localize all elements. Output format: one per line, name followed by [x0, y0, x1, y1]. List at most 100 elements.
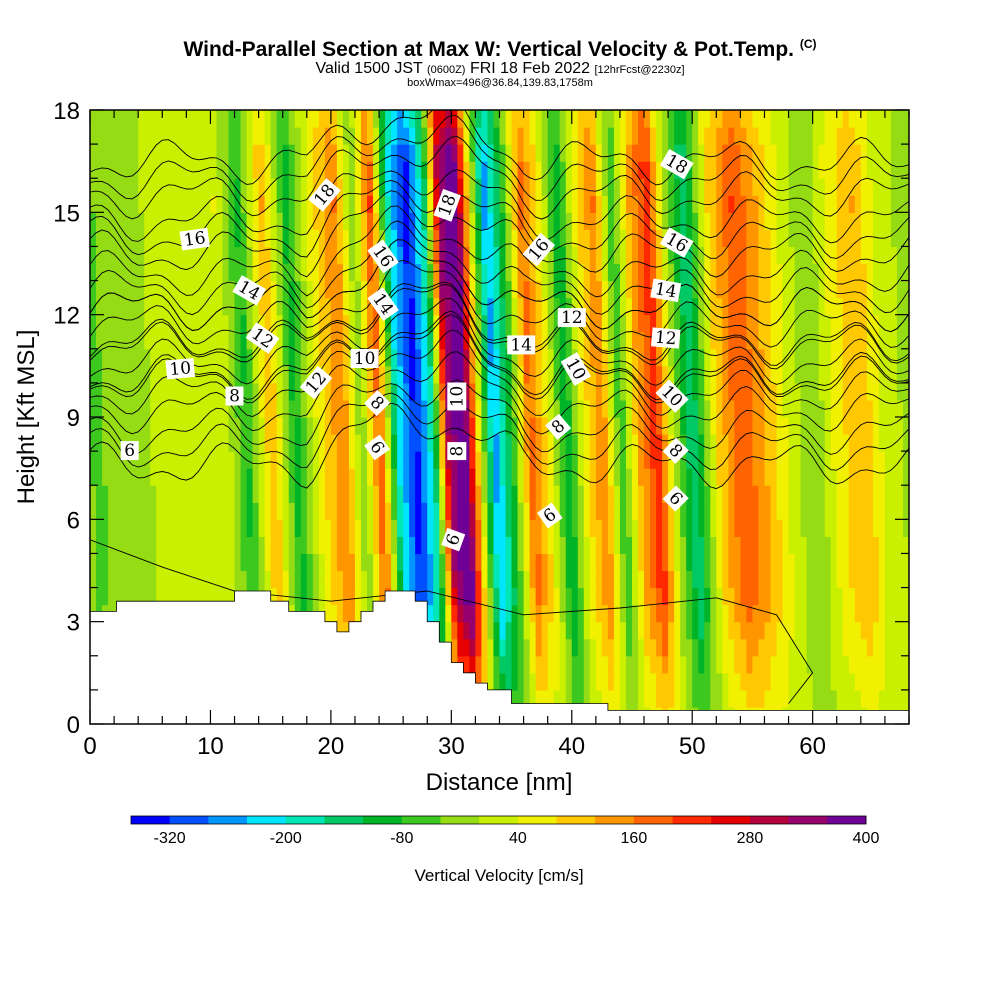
w-cell	[475, 570, 483, 589]
w-cell	[439, 434, 446, 452]
w-cell	[625, 399, 633, 418]
w-cell	[824, 604, 832, 623]
w-cell	[228, 246, 236, 265]
w-cell	[631, 110, 639, 128]
w-cell	[662, 502, 669, 520]
w-cell	[270, 348, 278, 367]
w-cell	[631, 451, 639, 469]
w-cell	[150, 519, 157, 537]
w-cell	[445, 485, 452, 503]
w-cell	[565, 331, 573, 350]
w-cell	[896, 399, 904, 418]
w-cell	[421, 144, 428, 162]
w-cell	[144, 314, 151, 333]
w-cell	[686, 280, 693, 299]
w-cell	[252, 161, 260, 179]
w-cell	[872, 331, 880, 350]
w-cell	[342, 570, 350, 589]
w-cell	[764, 263, 772, 282]
w-cell	[96, 417, 103, 435]
w-cell	[475, 144, 483, 162]
w-cell	[541, 553, 549, 572]
w-cell	[288, 297, 296, 316]
w-cell	[132, 587, 139, 606]
w-cell	[650, 127, 657, 145]
w-cell	[300, 417, 308, 435]
w-cell	[866, 604, 874, 623]
w-cell	[354, 263, 362, 282]
w-cell	[662, 246, 669, 265]
w-cell	[186, 553, 193, 572]
w-cell	[812, 655, 820, 674]
w-cell	[553, 314, 561, 333]
w-cell	[836, 485, 844, 503]
w-cell	[800, 519, 808, 537]
w-cell	[734, 297, 741, 316]
w-cell	[517, 553, 525, 572]
w-cell	[373, 570, 380, 589]
w-cell	[656, 604, 663, 623]
w-cell	[794, 195, 802, 213]
w-cell	[878, 178, 886, 196]
w-cell	[896, 127, 904, 145]
w-cell	[638, 144, 645, 162]
w-cell	[595, 502, 603, 520]
w-cell	[740, 604, 748, 623]
w-cell	[680, 195, 687, 213]
w-cell	[126, 587, 133, 606]
w-cell	[126, 110, 133, 128]
w-cell	[583, 689, 591, 708]
w-cell	[306, 127, 314, 145]
w-cell	[505, 314, 513, 333]
w-cell	[728, 263, 735, 282]
w-cell	[571, 161, 579, 179]
w-cell	[120, 536, 127, 555]
w-cell	[433, 127, 440, 145]
w-cell	[836, 672, 844, 691]
w-cell	[722, 314, 729, 333]
w-cell	[860, 485, 868, 503]
w-cell	[565, 502, 573, 520]
w-cell	[204, 519, 212, 537]
w-cell	[126, 485, 133, 503]
w-cell	[776, 604, 784, 623]
w-cell	[258, 212, 266, 230]
w-cell	[529, 314, 537, 333]
w-cell	[722, 417, 729, 435]
w-cell	[114, 144, 121, 162]
w-cell	[138, 502, 145, 520]
w-cell	[150, 570, 157, 589]
w-cell	[150, 587, 157, 606]
w-cell	[800, 178, 808, 196]
w-cell	[794, 604, 802, 623]
w-cell	[704, 638, 711, 657]
w-cell	[108, 382, 115, 401]
w-cell	[150, 280, 157, 299]
w-cell	[890, 161, 898, 179]
w-cell	[896, 365, 904, 384]
w-cell	[896, 672, 904, 691]
w-cell	[505, 144, 513, 162]
w-cell	[433, 280, 440, 299]
w-cell	[722, 689, 729, 708]
w-cell	[463, 331, 470, 350]
w-cell	[644, 536, 651, 555]
theta-contour-line	[90, 205, 909, 298]
w-cell	[511, 246, 519, 265]
w-cell	[258, 468, 266, 486]
w-cell	[481, 263, 489, 282]
w-cell	[228, 348, 236, 367]
w-cell	[541, 536, 549, 555]
w-cell	[132, 314, 139, 333]
w-cell	[264, 382, 272, 401]
w-cell	[469, 382, 477, 401]
w-cell	[234, 178, 242, 196]
w-cell	[752, 638, 760, 657]
w-cell	[571, 110, 579, 128]
w-cell	[722, 519, 729, 537]
w-cell	[264, 485, 272, 503]
w-cell	[674, 621, 681, 640]
w-cell	[583, 178, 591, 196]
w-cell	[746, 417, 754, 435]
w-cell	[728, 314, 735, 333]
